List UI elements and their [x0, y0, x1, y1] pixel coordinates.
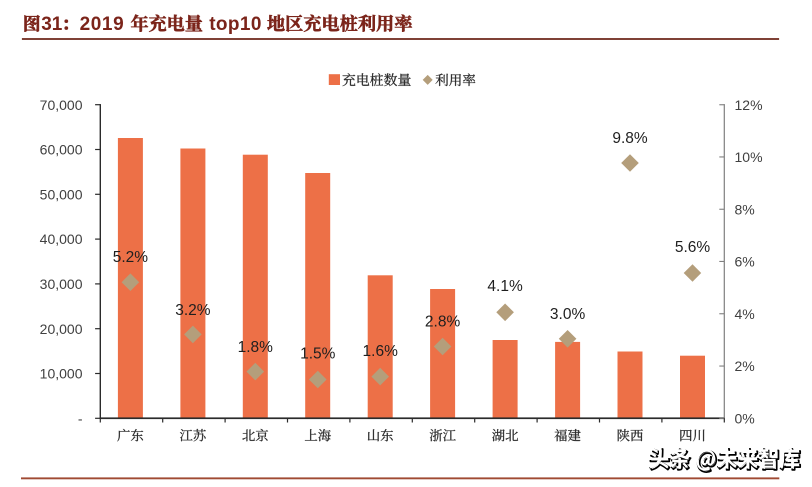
- svg-text:30,000: 30,000: [40, 276, 83, 292]
- svg-text:0%: 0%: [735, 410, 755, 426]
- svg-text:top10: top10: [209, 14, 262, 35]
- svg-text:10%: 10%: [735, 149, 763, 165]
- svg-text:60,000: 60,000: [40, 142, 83, 158]
- svg-text:4%: 4%: [735, 306, 755, 322]
- svg-text:12%: 12%: [735, 97, 763, 113]
- svg-text:-: -: [78, 410, 83, 426]
- svg-text:50,000: 50,000: [40, 186, 83, 202]
- svg-text:70,000: 70,000: [40, 97, 83, 113]
- svg-text:3.2%: 3.2%: [175, 302, 211, 319]
- svg-text:8%: 8%: [735, 201, 755, 217]
- svg-text:31: 31: [41, 14, 63, 35]
- svg-text:2.8%: 2.8%: [425, 314, 461, 331]
- svg-text:1.6%: 1.6%: [363, 343, 399, 360]
- svg-text:20,000: 20,000: [40, 321, 83, 337]
- svg-text:2%: 2%: [735, 358, 755, 374]
- svg-text:3.0%: 3.0%: [550, 306, 586, 323]
- svg-text:9.8%: 9.8%: [612, 130, 648, 147]
- svg-text:10,000: 10,000: [40, 366, 83, 382]
- svg-text:4.1%: 4.1%: [487, 278, 523, 295]
- svg-text:5.6%: 5.6%: [675, 239, 711, 256]
- svg-text:2019: 2019: [80, 14, 125, 35]
- svg-text:6%: 6%: [735, 254, 755, 270]
- svg-text:5.2%: 5.2%: [113, 249, 149, 266]
- svg-text:40,000: 40,000: [40, 231, 83, 247]
- svg-text:1.5%: 1.5%: [300, 345, 336, 362]
- svg-text:1.8%: 1.8%: [238, 339, 274, 356]
